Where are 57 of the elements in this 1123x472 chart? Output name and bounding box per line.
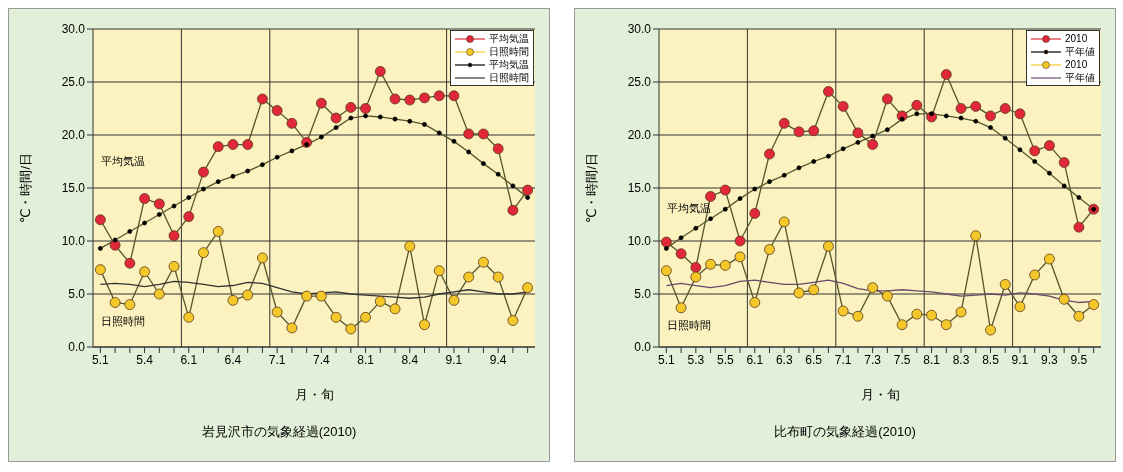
x-tick-label: 6.4 (224, 352, 242, 367)
legend-label: 平均気温 (489, 31, 529, 46)
y-tick-label: 0.0 (634, 340, 652, 355)
x-tick-label: 5.4 (136, 352, 154, 367)
x-tick-label: 8.1 (923, 352, 941, 367)
annotation: 平均気温 (667, 201, 711, 216)
x-tick-label: 9.5 (1070, 352, 1088, 367)
legend-label: 2010 (1065, 59, 1088, 70)
text: 岩見沢市の気象経過(2010) (200, 423, 358, 441)
x-tick-label: 8.1 (357, 352, 375, 367)
legend-label: 2010 (1065, 33, 1088, 44)
x-tick-label: 7.1 (268, 352, 286, 367)
legend-label: 平年値 (1065, 44, 1095, 59)
y-tick-label: 5.0 (68, 287, 86, 302)
x-tick-label: 5.3 (687, 352, 705, 367)
y-tick-label: 15.0 (61, 181, 86, 196)
x-tick-label: 7.5 (893, 352, 911, 367)
x-tick-label: 9.4 (489, 352, 507, 367)
x-tick-label: 7.3 (864, 352, 882, 367)
x-tick-label: 9.1 (1011, 352, 1029, 367)
annotation: 平均気温 (101, 154, 145, 169)
annotation: 日照時間 (667, 318, 711, 333)
y-axis-title: ℃・時間/日 (583, 152, 599, 224)
legend-label: 日照時間 (489, 44, 529, 59)
x-tick-label: 9.1 (445, 352, 463, 367)
annotation: 日照時間 (101, 314, 145, 329)
y-tick-label: 25.0 (61, 75, 86, 90)
x-tick-label: 7.4 (313, 352, 331, 367)
legend-label: 平年値 (1065, 70, 1095, 85)
x-tick-label: 8.5 (982, 352, 1000, 367)
x-tick-label: 6.5 (805, 352, 823, 367)
x-tick-label: 8.4 (401, 352, 419, 367)
legend-label: 日照時間 (489, 70, 529, 85)
x-axis-title: 月・旬 (294, 387, 334, 402)
x-tick-label: 5.1 (92, 352, 110, 367)
x-tick-label: 6.1 (180, 352, 198, 367)
x-axis-title: 月・旬 (860, 387, 900, 402)
y-tick-label: 20.0 (627, 128, 652, 143)
x-tick-label: 5.1 (658, 352, 676, 367)
x-tick-label: 6.3 (775, 352, 793, 367)
y-tick-label: 15.0 (627, 181, 652, 196)
y-tick-label: 10.0 (627, 234, 652, 249)
y-tick-label: 10.0 (61, 234, 86, 249)
legend-label: 平均気温 (489, 57, 529, 72)
y-axis-title: ℃・時間/日 (17, 152, 33, 224)
y-tick-label: 25.0 (627, 75, 652, 90)
x-tick-label: 9.3 (1041, 352, 1059, 367)
text: 比布町の気象経過(2010) (773, 423, 917, 441)
x-tick-label: 7.1 (834, 352, 852, 367)
x-tick-label: 6.1 (746, 352, 764, 367)
x-tick-label: 5.5 (716, 352, 734, 367)
y-tick-label: 20.0 (61, 128, 86, 143)
y-tick-label: 30.0 (61, 22, 86, 37)
x-tick-label: 8.3 (952, 352, 970, 367)
y-tick-label: 5.0 (634, 287, 652, 302)
y-tick-label: 30.0 (627, 22, 652, 37)
y-tick-label: 0.0 (68, 340, 86, 355)
